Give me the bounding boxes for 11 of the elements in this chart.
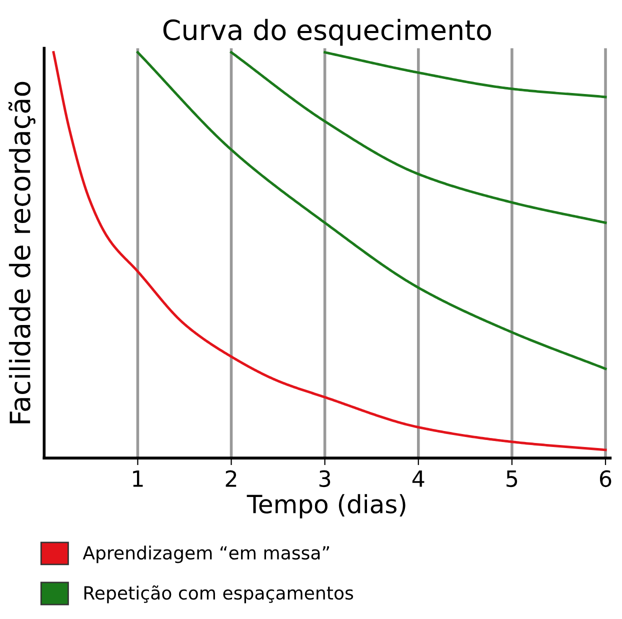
- legend-label: Aprendizagem “em massa”: [82, 546, 330, 564]
- x-tick-label: 2: [226, 470, 236, 487]
- y-axis-title: Facilidade de recordação: [8, 82, 36, 424]
- x-tick-label: 4: [412, 470, 424, 487]
- legend-label: Repetição com espaçamentos: [84, 585, 354, 604]
- x-tick-label: 1: [133, 470, 143, 487]
- x-tick-label: 6: [600, 470, 612, 488]
- x-tick-label: 3: [319, 470, 330, 488]
- chart-title: Curva do esquecimento: [163, 18, 491, 46]
- x-tick-label: 5: [506, 470, 518, 488]
- x-axis-title: Tempo (dias): [246, 494, 406, 518]
